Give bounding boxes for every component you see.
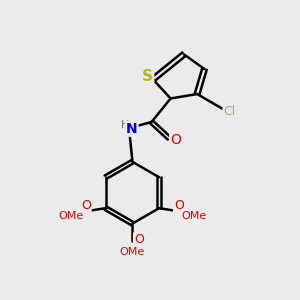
- Text: OMe: OMe: [120, 248, 145, 257]
- Text: S: S: [142, 70, 153, 85]
- Text: O: O: [170, 133, 181, 147]
- Text: O: O: [81, 199, 91, 212]
- Text: N: N: [126, 122, 138, 136]
- Text: O: O: [134, 233, 144, 246]
- Text: OMe: OMe: [58, 211, 84, 220]
- Text: OMe: OMe: [181, 211, 206, 220]
- Text: O: O: [174, 199, 184, 212]
- Text: H: H: [121, 120, 129, 130]
- Text: Cl: Cl: [224, 105, 236, 118]
